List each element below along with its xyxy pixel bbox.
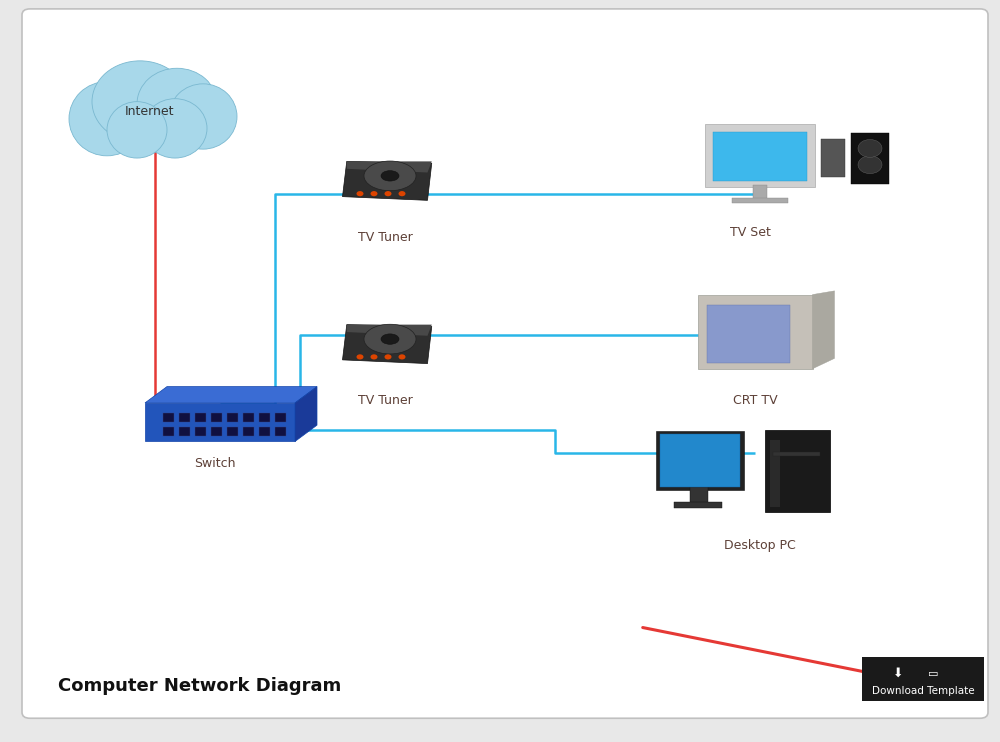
Bar (705, 124, 815, 187)
Text: ▭: ▭ (928, 669, 938, 679)
Bar (179, 427, 190, 436)
Ellipse shape (143, 99, 207, 158)
Bar (707, 305, 790, 363)
Circle shape (356, 191, 364, 196)
Polygon shape (145, 403, 295, 441)
Ellipse shape (381, 334, 399, 344)
Bar (179, 413, 190, 422)
Ellipse shape (137, 68, 217, 139)
Circle shape (858, 139, 882, 157)
Ellipse shape (364, 324, 416, 354)
Bar (275, 413, 286, 422)
Bar (770, 440, 780, 507)
Circle shape (384, 355, 392, 359)
Circle shape (858, 156, 882, 174)
FancyBboxPatch shape (22, 9, 988, 718)
Bar (674, 502, 722, 508)
Text: Computer Network Diagram: Computer Network Diagram (58, 677, 341, 695)
Polygon shape (812, 291, 834, 369)
Ellipse shape (381, 171, 399, 181)
Bar (227, 427, 238, 436)
Bar (821, 139, 845, 177)
Bar (765, 430, 830, 512)
Bar (773, 452, 820, 456)
Polygon shape (342, 161, 432, 200)
Bar (753, 186, 767, 200)
Bar (163, 413, 174, 422)
Polygon shape (145, 387, 317, 403)
Polygon shape (347, 161, 432, 172)
Text: TV Tuner: TV Tuner (358, 231, 412, 244)
Text: TV Tuner: TV Tuner (358, 394, 412, 407)
Bar (195, 413, 206, 422)
Bar (656, 431, 744, 490)
Ellipse shape (364, 161, 416, 191)
Ellipse shape (169, 84, 237, 149)
Bar (259, 413, 270, 422)
Bar (851, 134, 889, 183)
Circle shape (370, 191, 378, 196)
Bar (862, 657, 984, 701)
Circle shape (398, 191, 406, 196)
Bar (713, 132, 807, 181)
Bar (211, 413, 222, 422)
Text: CRT TV: CRT TV (733, 394, 777, 407)
Text: Switch: Switch (194, 457, 236, 470)
Ellipse shape (92, 61, 188, 142)
Bar (690, 487, 708, 504)
Polygon shape (347, 325, 432, 335)
Bar (259, 427, 270, 436)
Ellipse shape (69, 82, 145, 156)
Text: Download Template: Download Template (872, 686, 974, 697)
Text: Desktop PC: Desktop PC (724, 539, 796, 552)
Circle shape (384, 191, 392, 196)
Bar (195, 427, 206, 436)
Bar (698, 295, 812, 369)
Circle shape (370, 355, 378, 359)
Bar (211, 427, 222, 436)
Circle shape (398, 355, 406, 359)
Polygon shape (342, 325, 432, 364)
Text: ⬇: ⬇ (893, 667, 904, 680)
Bar (275, 427, 286, 436)
Bar (227, 413, 238, 422)
Bar (732, 198, 788, 203)
Circle shape (356, 355, 364, 359)
Polygon shape (295, 387, 317, 441)
Text: Internet: Internet (125, 105, 175, 118)
Text: TV Set: TV Set (730, 226, 770, 239)
Bar (243, 427, 254, 436)
Bar (243, 413, 254, 422)
Ellipse shape (107, 102, 167, 158)
Bar (163, 427, 174, 436)
Bar (660, 434, 740, 487)
